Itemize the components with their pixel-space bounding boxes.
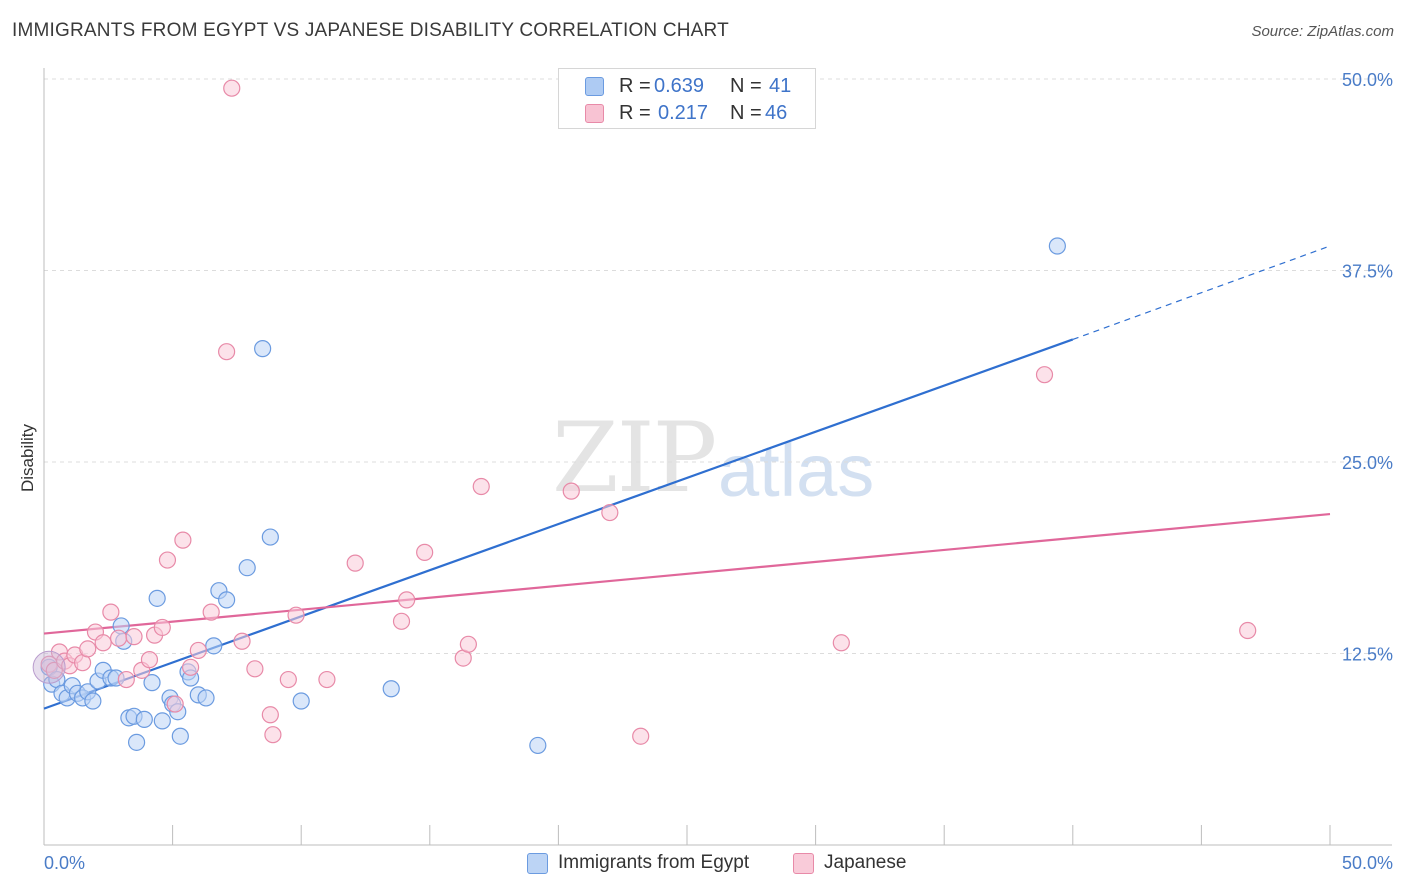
legend-label-egypt: Immigrants from Egypt: [558, 852, 750, 873]
point-egypt: [238, 559, 256, 577]
point-japanese: [346, 554, 364, 572]
point-japanese: [562, 482, 580, 500]
data-points: [32, 79, 1257, 755]
legend-n-value: 46: [765, 102, 788, 124]
legend-n-value: 41: [769, 75, 792, 97]
legend-row-japanese: R = 0.217 N = 46: [559, 100, 815, 126]
point-egypt: [153, 712, 171, 730]
point-japanese: [233, 632, 251, 650]
point-egypt: [171, 727, 189, 745]
point-japanese: [601, 503, 619, 522]
legend-swatch-egypt: [585, 77, 604, 96]
point-japanese: [472, 477, 490, 496]
point-japanese: [79, 640, 97, 658]
point-japanese: [392, 612, 411, 630]
point-egypt: [197, 689, 215, 707]
point-egypt: [127, 733, 146, 751]
point-japanese: [202, 603, 220, 621]
point-japanese: [1239, 621, 1257, 640]
legend-r-label: R =: [619, 102, 651, 124]
point-egypt: [529, 736, 547, 755]
point-japanese: [218, 343, 236, 361]
y-tick-label: 37.5%: [1342, 262, 1393, 282]
y-tick-label: 12.5%: [1342, 645, 1393, 665]
point-japanese: [117, 670, 135, 689]
point-japanese: [174, 531, 192, 549]
point-egypt: [84, 692, 102, 710]
point-japanese: [632, 727, 650, 745]
chart-title: IMMIGRANTS FROM EGYPT VS JAPANESE DISABI…: [12, 20, 729, 41]
y-tick-label: 25.0%: [1342, 453, 1393, 473]
point-japanese: [832, 634, 850, 652]
point-japanese: [398, 591, 416, 609]
point-japanese: [1035, 366, 1054, 384]
point-japanese: [166, 695, 184, 713]
trend-line-japanese: [43, 512, 1331, 635]
x-tick-label: 50.0%: [1342, 853, 1393, 873]
point-japanese: [318, 670, 336, 689]
legend-row-egypt: R = 0.639 N = 41: [559, 73, 815, 99]
point-japanese: [416, 543, 434, 561]
y-tick-label: 50.0%: [1342, 70, 1393, 90]
point-egypt: [382, 680, 400, 698]
point-japanese: [264, 726, 282, 744]
x-tick-label: 0.0%: [44, 853, 85, 873]
watermark-atlas: atlas: [718, 429, 875, 512]
legend-swatch-japanese: [793, 853, 814, 874]
point-egypt: [205, 637, 223, 655]
legend-r-value: 0.639: [654, 75, 705, 97]
legend-label-japanese: Japanese: [824, 852, 907, 873]
legend-n-label: N =: [730, 75, 762, 97]
point-japanese: [102, 603, 120, 621]
point-egypt: [1048, 237, 1066, 255]
point-japanese: [125, 628, 143, 646]
point-japanese: [94, 634, 112, 652]
legend-r-value: 0.217: [658, 102, 709, 124]
point-egypt: [135, 710, 153, 728]
point-japanese: [140, 651, 159, 669]
legend-n-label: N =: [730, 102, 762, 124]
point-egypt: [261, 528, 279, 546]
axes: [43, 68, 1392, 846]
point-egypt: [218, 591, 236, 609]
point-cluster: [32, 650, 66, 684]
tick-labels: 12.5% 25.0% 37.5% 50.0% 0.0% 50.0%: [44, 70, 1393, 873]
trend-line-egypt-extension: [1072, 245, 1331, 341]
point-japanese: [287, 606, 305, 624]
point-egypt: [254, 340, 272, 358]
point-japanese: [158, 551, 177, 569]
point-japanese: [459, 635, 477, 653]
point-egypt: [143, 674, 161, 692]
point-egypt: [292, 692, 310, 710]
point-japanese: [261, 706, 279, 724]
correlation-legend: R = 0.639 N = 41 R = 0.217 N = 46: [558, 68, 816, 129]
point-japanese: [223, 79, 241, 97]
point-japanese: [279, 670, 297, 689]
source-label: Source: ZipAtlas.com: [1251, 23, 1394, 40]
point-egypt: [148, 589, 166, 607]
legend-r-label: R =: [619, 75, 651, 97]
point-japanese: [109, 629, 128, 647]
legend-swatch-japanese: [585, 104, 604, 123]
point-japanese: [189, 641, 207, 660]
point-japanese: [153, 618, 171, 637]
point-japanese: [182, 658, 200, 676]
point-japanese: [246, 660, 264, 678]
watermark-zip: ZIP: [552, 402, 717, 514]
legend-swatch-egypt: [527, 853, 548, 874]
